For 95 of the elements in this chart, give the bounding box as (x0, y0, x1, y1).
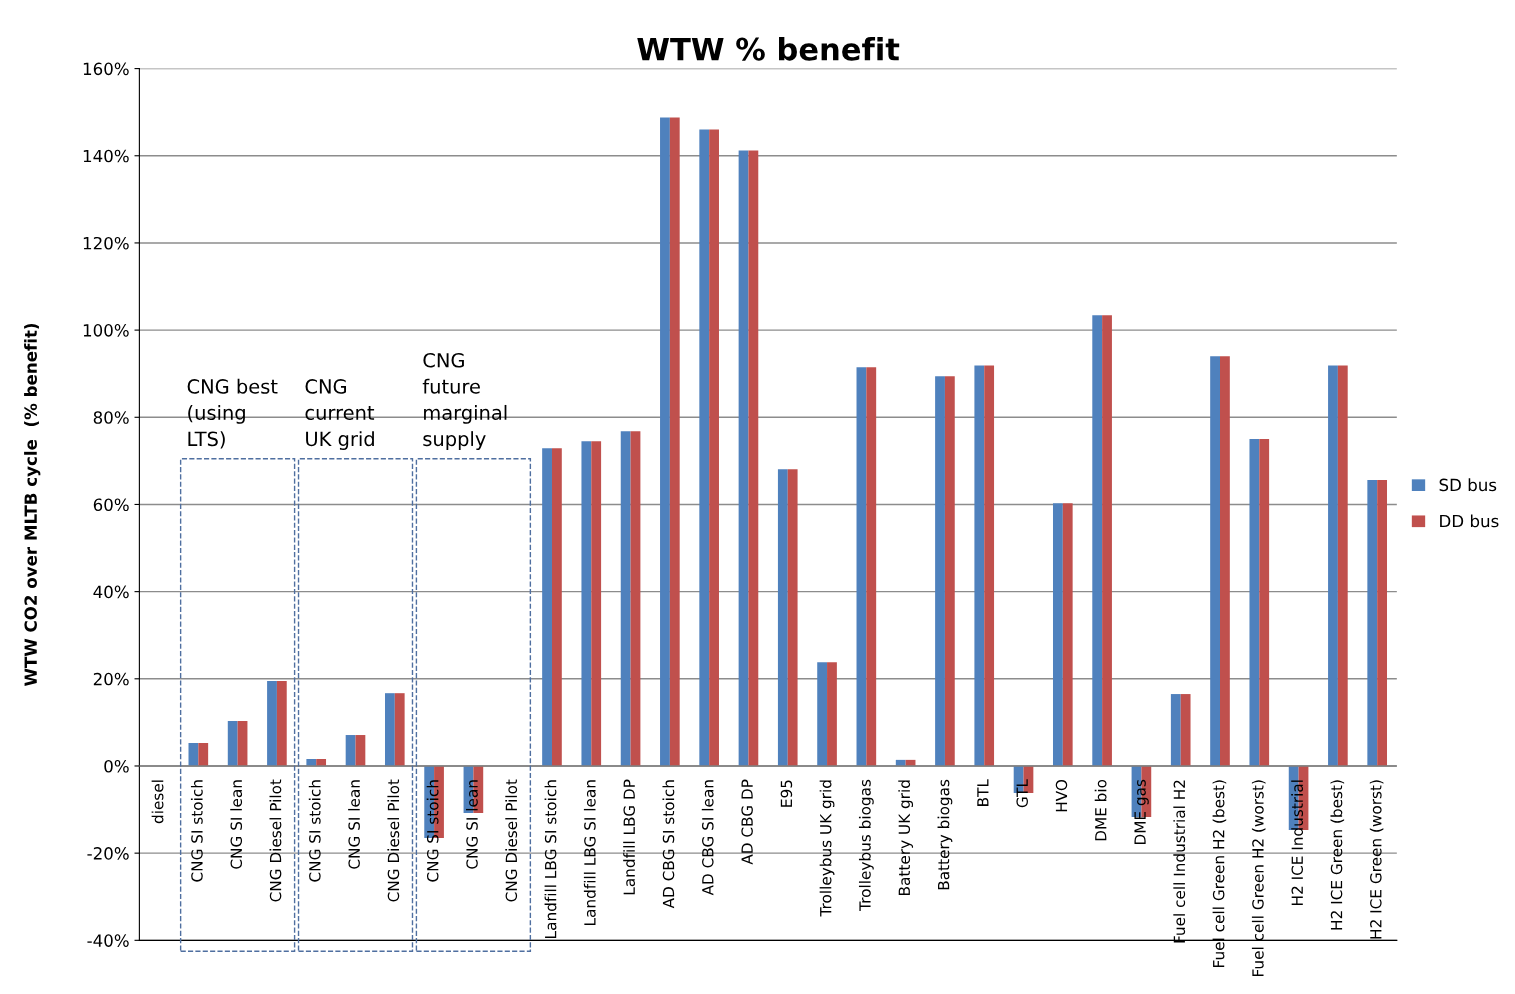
y-axis-title: WTW CO2 over MLTB cycle (% benefit) (24, 323, 41, 686)
y-tick-label: 40% (93, 585, 129, 599)
x-tick-label: E95 (780, 780, 793, 807)
bar (227, 721, 238, 766)
x-tick-label: CNG SI stoich (426, 780, 439, 882)
x-tick-label: GTL (1016, 779, 1028, 808)
bar (935, 376, 945, 766)
annotation: CNG future marginal supply (422, 352, 507, 450)
x-tick-label: CNG SI stoich (308, 780, 321, 882)
x-tick-label: diesel (151, 780, 164, 824)
y-tick-label: 140% (83, 149, 129, 163)
x-tick-label: Trolleybus biogas (858, 779, 874, 911)
bar (198, 742, 209, 766)
bar (1180, 694, 1191, 766)
bar (709, 129, 719, 766)
bar (1249, 439, 1260, 766)
x-tick-label: Battery biogas (937, 779, 953, 890)
y-tick-label: 0% (104, 759, 129, 773)
legend-label: SD bus (1439, 478, 1497, 492)
x-tick-label: Battery UK grid (898, 780, 914, 895)
bar (1210, 356, 1220, 766)
x-tick-label: CNG Diesel Pilot (505, 779, 518, 902)
x-tick-label: Landfill LBG DP (623, 779, 635, 895)
y-tick-label: 100% (83, 324, 129, 337)
x-tick-label: Trolleybus UK grid (819, 780, 835, 917)
x-tick-label: Fuel cell Green H2 (worst) (1251, 780, 1266, 976)
x-tick-label: AD CBG SI lean (701, 780, 714, 896)
x-tick-label: CNG SI lean (348, 780, 360, 869)
x-tick-label: H2 ICE Industrial (1291, 780, 1304, 905)
bar (384, 693, 395, 766)
x-tick-label: CNG SI stoich (190, 780, 203, 882)
x-tick-label: CNG Diesel Pilot (269, 779, 282, 902)
bar (827, 662, 837, 766)
bar (542, 448, 552, 766)
bar (1062, 503, 1073, 766)
x-tick-label: DME bio (1094, 779, 1107, 841)
y-tick-label: 160% (83, 62, 129, 76)
bar (551, 448, 562, 766)
bar (1337, 365, 1348, 766)
bar (1259, 439, 1270, 766)
y-tick-label: 120% (83, 236, 129, 250)
bar (1220, 356, 1230, 766)
bar (581, 441, 592, 766)
bar (267, 680, 277, 766)
x-tick-label: AD CBG SI stoich (662, 780, 675, 909)
bar (1092, 315, 1103, 766)
x-tick-label: Landfill LBG SI stoich (544, 780, 557, 938)
bar (394, 693, 405, 766)
bar (738, 150, 749, 766)
bar (787, 469, 798, 766)
bar (944, 376, 955, 766)
bar (669, 117, 680, 766)
x-tick-label: HVO (1055, 779, 1068, 812)
x-tick-label: DME gas (1134, 779, 1149, 845)
y-tick-label: -20% (87, 847, 129, 860)
y-tick-label: 60% (93, 498, 129, 512)
legend-label: DD bus (1440, 514, 1499, 528)
bar (856, 367, 867, 766)
bar (1377, 480, 1388, 766)
bar (188, 742, 199, 766)
x-tick-label: CNG SI lean (466, 780, 478, 869)
x-tick-label: Fuel cell Industrial H2 (1173, 780, 1186, 943)
bar (1053, 503, 1063, 766)
x-tick-label: H2 ICE Green (best) (1330, 780, 1345, 930)
chart-title: WTW % benefit (637, 37, 900, 61)
x-tick-label: Landfill LBG SI lean (583, 780, 596, 925)
annotation: CNG best (using LTS) (187, 378, 278, 449)
bar (1367, 480, 1378, 766)
bar (984, 365, 995, 766)
x-tick-label: CNG Diesel Pilot (387, 779, 400, 902)
x-tick-label: BTL (977, 779, 989, 806)
bar (620, 431, 631, 766)
y-tick-label: 20% (93, 672, 129, 686)
x-tick-label: H2 ICE Green (worst) (1369, 780, 1384, 939)
x-tick-label: AD CBG DP (741, 779, 753, 865)
bar (1170, 694, 1181, 766)
x-tick-label: CNG SI lean (230, 780, 243, 869)
bar (591, 441, 602, 766)
bar (1102, 315, 1112, 766)
bar (699, 129, 710, 766)
y-tick-label: -40% (87, 934, 129, 947)
x-tick-label: Fuel cell Green H2 (best) (1212, 780, 1227, 967)
bar (276, 680, 287, 766)
bar (817, 662, 828, 766)
y-tick-label: 80% (93, 411, 129, 424)
bar (630, 431, 641, 766)
bar (748, 150, 759, 766)
bar (1328, 365, 1338, 766)
bar (866, 367, 877, 766)
bar (345, 735, 356, 766)
bar (660, 117, 670, 766)
bar (237, 721, 248, 766)
bar (777, 469, 788, 766)
bar (974, 365, 985, 766)
annotation: CNG current UK grid (305, 379, 375, 450)
